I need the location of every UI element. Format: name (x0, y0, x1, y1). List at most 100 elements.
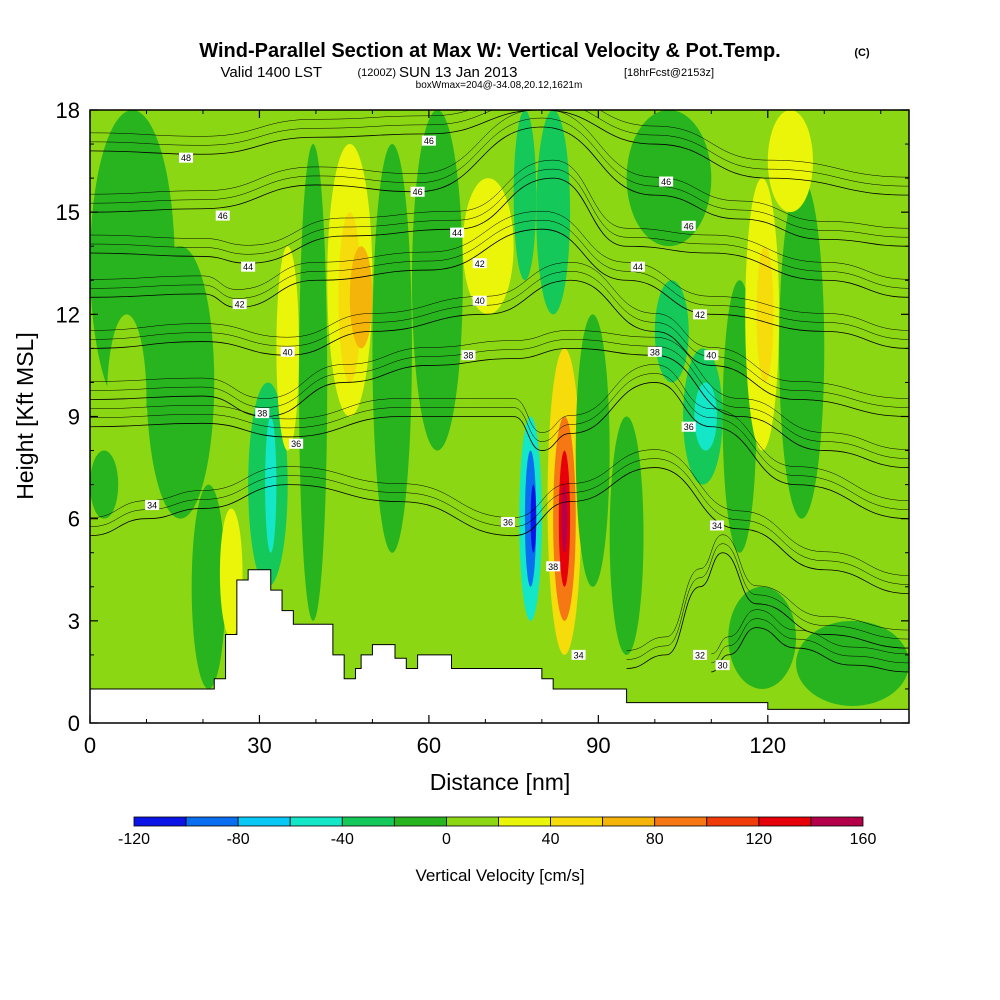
vertical-velocity-field (90, 110, 909, 706)
contour-label-bg (681, 421, 696, 432)
contour-label-16: 34 (571, 649, 586, 660)
isentrope-34 (90, 467, 909, 594)
colorbar-swatch-9 (602, 816, 656, 827)
contour-label-bg (659, 176, 674, 187)
contour-label-text: 36 (684, 422, 694, 432)
contour-label-bg (546, 561, 561, 572)
contour-label-bg (289, 438, 304, 449)
plot-area: 48 46 44 42 40 38 36 34 46 46 44 42 40 38 36 38 34 46 46 44… (89, 109, 910, 724)
isentrope-46-minor-1 (90, 117, 909, 238)
isentrope-46-minor-2 (90, 110, 909, 229)
contour-label-21: 40 (704, 350, 719, 361)
contour-label-17: 46 (659, 176, 674, 187)
contour-label-bg (681, 220, 696, 231)
colorbar: -120 -80 -40 0 40 80 120 160 (118, 816, 876, 848)
colorbar-swatch-10 (654, 816, 708, 827)
colorbar-tick-label: 120 (746, 831, 773, 848)
colorbar-tick-label: 0 (442, 831, 451, 848)
isentrope-32 (626, 552, 909, 669)
colorbar-tick-label: 40 (542, 831, 560, 848)
terrain-profile (90, 569, 909, 723)
isentrope-30 (711, 627, 909, 673)
subtitle-box-wmax: boxWmax=204@-34.08,20.12,1621m (416, 80, 583, 91)
contour-label-24: 34 (709, 520, 724, 531)
contour-label-bg (693, 649, 708, 660)
contour-label-text: 40 (283, 347, 293, 357)
isentrope-48-minor-1 (90, 110, 909, 187)
contour-label-bg (647, 346, 662, 357)
contour-labels: 48 46 44 42 40 38 36 34 46 46 44 42 40 38 36 38 34 46 46 44… (145, 135, 730, 671)
isentrope-40 (90, 279, 909, 417)
contour-label-5: 38 (255, 408, 270, 419)
contour-label-2: 44 (241, 261, 256, 272)
contour-label-text: 44 (633, 262, 643, 272)
isentrope-36-minor-1 (90, 373, 909, 510)
contour-label-bg (179, 152, 194, 163)
contour-label-20: 42 (693, 309, 708, 320)
contour-label-text: 46 (661, 177, 671, 187)
velocity-cell-4 (90, 552, 192, 689)
velocity-cell-36 (728, 586, 797, 689)
subtitle-forecast: [18hrFcst@2153z] (624, 67, 714, 79)
colorbar-swatch-2 (237, 816, 291, 827)
colorbar-swatch-12 (758, 816, 812, 827)
contour-label-text: 30 (718, 661, 728, 671)
contour-label-text: 36 (291, 439, 301, 449)
velocity-cell-15 (411, 110, 463, 451)
isentrope-38-minor-1 (90, 339, 909, 459)
contour-label-19: 44 (630, 261, 645, 272)
contour-label-11: 42 (472, 258, 487, 269)
isentrope-38-minor-2 (90, 330, 909, 450)
contour-label-text: 38 (548, 562, 558, 572)
contour-label-13: 38 (461, 350, 476, 361)
y-axis-label: Height [Kft MSL] (12, 332, 38, 499)
colorbar-swatch-4 (341, 816, 395, 827)
isentrope-34-minor-2 (90, 449, 909, 576)
colorbar-tick-label: -80 (227, 831, 250, 848)
contour-label-text: 42 (475, 259, 485, 269)
contour-label-18: 46 (681, 220, 696, 231)
y-tick-label: 9 (68, 405, 80, 430)
contour-label-text: 34 (147, 501, 157, 511)
contour-label-15: 38 (546, 561, 561, 572)
velocity-cell-17 (513, 110, 537, 281)
copyright-mark: (C) (854, 47, 870, 59)
contour-label-bg (232, 299, 247, 310)
isentrope-34-minor-1 (90, 458, 909, 585)
contour-label-bg (215, 210, 230, 221)
isentrope-42 (90, 228, 909, 349)
isentrope-42-minor-1 (90, 219, 909, 340)
contour-label-bg (410, 186, 425, 197)
y-tick-label: 15 (56, 200, 80, 225)
contour-label-text: 40 (475, 296, 485, 306)
velocity-cell-13 (349, 246, 373, 349)
velocity-cell-3 (90, 450, 119, 519)
contour-label-text: 48 (181, 153, 191, 163)
chart-title: Wind-Parallel Section at Max W: Vertical… (199, 40, 780, 62)
terrain (90, 569, 909, 723)
colorbar-swatch-13 (810, 816, 864, 827)
contour-label-text: 42 (235, 300, 245, 310)
contour-label-3: 42 (232, 299, 247, 310)
velocity-cell-30 (694, 382, 717, 451)
contour-label-7: 34 (145, 500, 160, 511)
x-tick-label: 90 (586, 733, 610, 758)
x-tick-label: 120 (749, 733, 786, 758)
contour-label-bg (715, 660, 730, 671)
contour-label-bg (450, 227, 465, 238)
velocity-cell-37 (796, 620, 909, 706)
colorbar-tick-label: 80 (646, 831, 664, 848)
isentrope-46 (90, 126, 909, 247)
contour-label-8: 46 (421, 135, 436, 146)
contour-label-23: 36 (681, 421, 696, 432)
subtitle-date: SUN 13 Jan 2013 (399, 64, 517, 81)
contour-label-bg (472, 258, 487, 269)
velocity-cell-35 (824, 314, 881, 587)
colorbar-swatch-1 (185, 816, 239, 827)
velocity-cell-5 (191, 484, 226, 689)
contour-label-bg (145, 500, 160, 511)
colorbar-swatch-3 (289, 816, 343, 827)
velocity-cell-10 (298, 144, 328, 621)
contour-label-4: 40 (280, 346, 295, 357)
